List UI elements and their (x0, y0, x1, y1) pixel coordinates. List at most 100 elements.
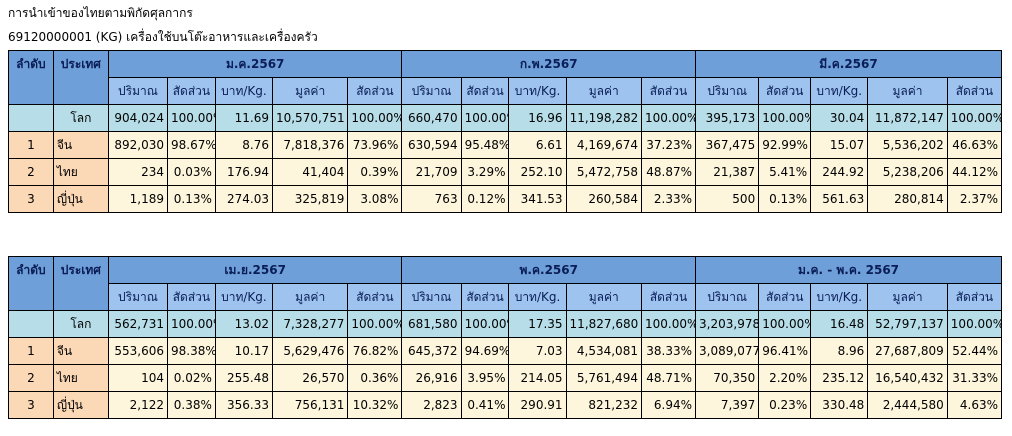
period-header: มี.ค.2567 (695, 50, 1002, 78)
value-cell: 7,397 (695, 391, 760, 419)
value-cell: 8.96 (810, 337, 869, 365)
subheader-cell: บาท/Kg. (214, 283, 273, 311)
value-cell: 41,404 (271, 158, 349, 186)
value-cell: 395,173 (695, 104, 760, 132)
value-cell: 5,238,206 (867, 158, 948, 186)
value-cell: 5.41% (758, 158, 812, 186)
subheader-cell: สัดส่วน (347, 283, 403, 311)
value-cell: 73.96% (347, 131, 403, 159)
value-cell: 660,470 (401, 104, 462, 132)
value-cell: 756,131 (271, 391, 349, 419)
value-cell: 48.87% (640, 158, 697, 186)
value-cell: 31.33% (946, 364, 1003, 392)
col-header-rank: ลำดับ (8, 256, 54, 311)
page-title: การนำเข้าของไทยตามพิกัดศุลกากร (8, 6, 193, 20)
value-cell: 1,189 (107, 185, 168, 213)
value-cell: 17.35 (508, 310, 567, 338)
value-cell: 5,472,758 (565, 158, 642, 186)
value-cell: 100.00% (347, 310, 403, 338)
value-cell: 100.00% (347, 104, 403, 132)
country-cell: ไทย (52, 158, 109, 186)
value-cell: 100.00% (640, 104, 697, 132)
rank-cell: 2 (8, 364, 54, 392)
value-cell: 100.00% (946, 310, 1003, 338)
value-cell: 95.48% (460, 131, 510, 159)
subheader-cell: ปริมาณ (107, 283, 168, 311)
value-cell: 3,203,978 (695, 310, 760, 338)
value-cell: 3.95% (460, 364, 510, 392)
value-cell: 341.53 (508, 185, 567, 213)
value-cell: 562,731 (107, 310, 168, 338)
value-cell: 6.61 (508, 131, 567, 159)
value-cell: 255.48 (214, 364, 273, 392)
value-cell: 100.00% (758, 104, 812, 132)
value-cell: 100.00% (166, 104, 216, 132)
value-cell: 2.33% (640, 185, 697, 213)
world-total-row: โลก904,024100.00%11.6910,570,751100.00%6… (8, 104, 1003, 132)
value-cell: 46.63% (946, 131, 1003, 159)
value-cell: 98.38% (166, 337, 216, 365)
period-header: เม.ย.2567 (107, 256, 403, 284)
country-cell: โลก (52, 104, 109, 132)
value-cell: 553,606 (107, 337, 168, 365)
value-cell: 10,570,751 (271, 104, 349, 132)
value-cell: 15.07 (810, 131, 869, 159)
value-cell: 38.33% (640, 337, 697, 365)
value-cell: 94.69% (460, 337, 510, 365)
subheader-cell: มูลค่า (867, 77, 948, 105)
table-row: 1 จีน 553,606 98.38% 10.17 5,629,476 76.82% 645… (8, 337, 1003, 365)
table-row: 3 ญี่ปุ่น 1,189 0.13% 274.03 325,819 3.08% 763 0… (8, 185, 1003, 213)
value-cell: 0.12% (460, 185, 510, 213)
subheader-cell: สัดส่วน (758, 77, 812, 105)
period-header: ม.ค.2567 (107, 50, 403, 78)
subheader-cell: บาท/Kg. (214, 77, 273, 105)
subheader-cell: สัดส่วน (166, 283, 216, 311)
value-cell: 214.05 (508, 364, 567, 392)
world-total-row: โลก562,731100.00%13.027,328,277100.00%68… (8, 310, 1003, 338)
subheader-cell: บาท/Kg. (508, 77, 567, 105)
value-cell: 11,872,147 (867, 104, 948, 132)
value-cell: 3,089,077 (695, 337, 760, 365)
country-cell: จีน (52, 131, 109, 159)
country-cell: จีน (52, 337, 109, 365)
value-cell: 904,024 (107, 104, 168, 132)
period-header: ก.พ.2567 (401, 50, 697, 78)
value-cell: 11,827,680 (565, 310, 642, 338)
value-cell: 0.38% (166, 391, 216, 419)
value-cell: 7,818,376 (271, 131, 349, 159)
period-header: พ.ค.2567 (401, 256, 697, 284)
value-cell: 48.71% (640, 364, 697, 392)
page-subtitle: 69120000001 (KG) เครื่องใช้บนโต๊ะอาหารแล… (8, 30, 318, 44)
value-cell: 290.91 (508, 391, 567, 419)
subheader-cell: สัดส่วน (946, 77, 1003, 105)
value-cell: 26,916 (401, 364, 462, 392)
value-cell: 100.00% (166, 310, 216, 338)
value-cell: 356.33 (214, 391, 273, 419)
value-cell: 27,687,809 (867, 337, 948, 365)
value-cell: 260,584 (565, 185, 642, 213)
value-cell: 500 (695, 185, 760, 213)
value-cell: 325,819 (271, 185, 349, 213)
value-cell: 330.48 (810, 391, 869, 419)
subheader-cell: มูลค่า (271, 283, 349, 311)
value-cell: 52,797,137 (867, 310, 948, 338)
value-cell: 0.41% (460, 391, 510, 419)
subheader-cell: ปริมาณ (401, 77, 462, 105)
value-cell: 76.82% (347, 337, 403, 365)
subheader-cell: สัดส่วน (640, 283, 697, 311)
value-cell: 681,580 (401, 310, 462, 338)
col-header-country: ประเทศ (52, 50, 109, 105)
value-cell: 100.00% (640, 310, 697, 338)
col-header-rank: ลำดับ (8, 50, 54, 105)
subheader-cell: ปริมาณ (695, 283, 760, 311)
subheader-row: ปริมาณ สัดส่วน บาท/Kg. มูลค่า สัดส่วน ปริมาณส… (9, 77, 1003, 105)
table-row: 2 ไทย 104 0.02% 255.48 26,570 0.36% 26,916 3.95%… (8, 364, 1003, 392)
value-cell: 2.20% (758, 364, 812, 392)
table-row: 2 ไทย 234 0.03% 176.94 41,404 0.39% 21,709 3.29%… (8, 158, 1003, 186)
value-cell: 4,169,674 (565, 131, 642, 159)
subheader-cell: สัดส่วน (166, 77, 216, 105)
value-cell: 26,570 (271, 364, 349, 392)
import-table-2: ลำดับ ประเทศ เม.ย.2567 พ.ค.2567 ม.ค. - พ.ค. … (8, 256, 1003, 419)
country-cell: ญี่ปุ่น (52, 185, 109, 213)
value-cell: 234 (107, 158, 168, 186)
